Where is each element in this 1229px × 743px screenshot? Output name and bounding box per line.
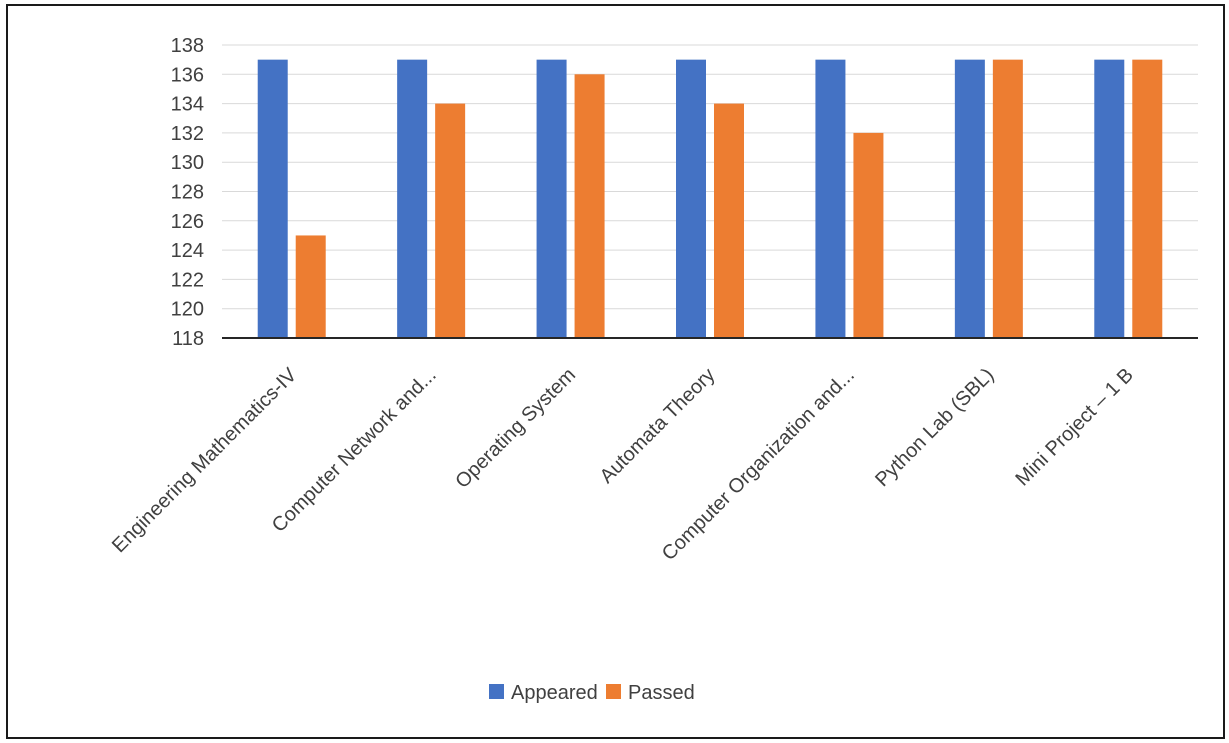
bar-appeared-6 [954, 59, 985, 339]
bar-passed-4 [714, 103, 744, 338]
bar-passed-6 [992, 59, 1023, 339]
y-tick-label: 136 [171, 64, 204, 86]
y-tick-label: 138 [171, 35, 204, 57]
bar-appeared-4 [676, 59, 706, 339]
y-tick-label: 124 [171, 240, 204, 262]
y-tick-label: 134 [171, 94, 204, 116]
x-category-label: Automata Theory [596, 364, 720, 488]
bar-passed-1 [295, 235, 326, 338]
y-tick-label: 122 [171, 269, 204, 291]
y-axis: 118 120 122 124 126 128 130 132 134 136 138 [171, 35, 204, 350]
legend-label-appeared: Appeared [511, 682, 598, 704]
bar-passed-5 [853, 132, 884, 338]
y-tick-label: 126 [171, 211, 204, 233]
y-tick-label: 118 [172, 328, 204, 350]
bar-appeared-7 [1094, 59, 1125, 339]
x-category-label: Operating System [451, 364, 580, 493]
x-category-label: Python Lab (SBL) [871, 364, 998, 491]
legend-swatch-passed [606, 684, 621, 699]
bar-passed-3 [574, 74, 605, 339]
legend: Appeared Passed [489, 682, 695, 704]
bar-appeared-2 [397, 59, 428, 339]
x-category-label: Mini Project – 1 B [1011, 364, 1137, 490]
y-tick-label: 132 [171, 123, 204, 145]
bar-appeared-5 [815, 59, 846, 339]
x-category-label: Engineering Mathematics-IV [108, 364, 302, 558]
bars [257, 59, 1163, 339]
legend-swatch-appeared [489, 684, 504, 699]
bar-passed-7 [1132, 59, 1163, 339]
x-category-label: Computer Network and... [268, 364, 441, 537]
y-tick-label: 128 [171, 182, 204, 204]
bar-passed-2 [435, 103, 466, 338]
gridlines [222, 44, 1198, 339]
bar-appeared-1 [257, 59, 288, 339]
y-tick-label: 120 [171, 299, 204, 321]
y-tick-label: 130 [171, 152, 204, 174]
legend-label-passed: Passed [628, 682, 695, 704]
bar-appeared-3 [536, 59, 567, 339]
